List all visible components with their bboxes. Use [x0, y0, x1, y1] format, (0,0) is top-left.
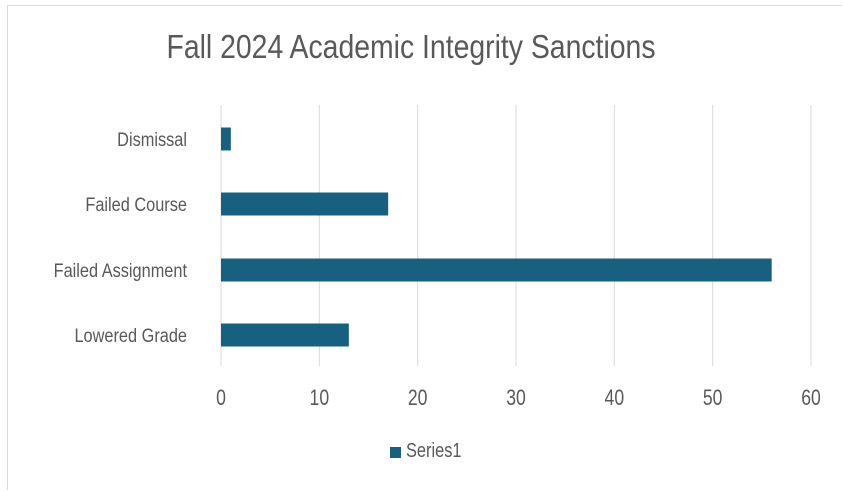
x-tick-label: 10 — [310, 386, 330, 410]
bar-failed-assignment — [221, 258, 772, 282]
category-label: Dismissal — [117, 129, 187, 150]
x-tick-label: 40 — [605, 386, 625, 410]
x-tick-labels: 0 10 20 30 40 50 60 — [216, 386, 821, 410]
legend: Series1 — [390, 438, 462, 461]
x-tick-label: 30 — [506, 386, 526, 410]
x-tick-label: 0 — [216, 386, 226, 410]
bars — [221, 127, 772, 347]
chart-frame — [7, 5, 842, 490]
legend-label: Series1 — [406, 438, 462, 461]
bar-dismissal — [221, 127, 231, 151]
x-tick-label: 20 — [408, 386, 428, 410]
category-labels: Dismissal Failed Course Failed Assignment L… — [54, 129, 188, 346]
gridlines — [220, 105, 812, 366]
bar-failed-course — [221, 192, 389, 216]
bar-lowered-grade — [221, 323, 349, 347]
x-tick-label: 60 — [801, 386, 821, 410]
legend-swatch — [390, 447, 401, 458]
chart-title: Fall 2024 Academic Integrity Sanctions — [166, 28, 656, 65]
category-label: Failed Course — [85, 194, 187, 215]
category-label: Lowered Grade — [74, 325, 187, 346]
x-tick-label: 50 — [703, 386, 723, 410]
category-label: Failed Assignment — [54, 260, 187, 281]
